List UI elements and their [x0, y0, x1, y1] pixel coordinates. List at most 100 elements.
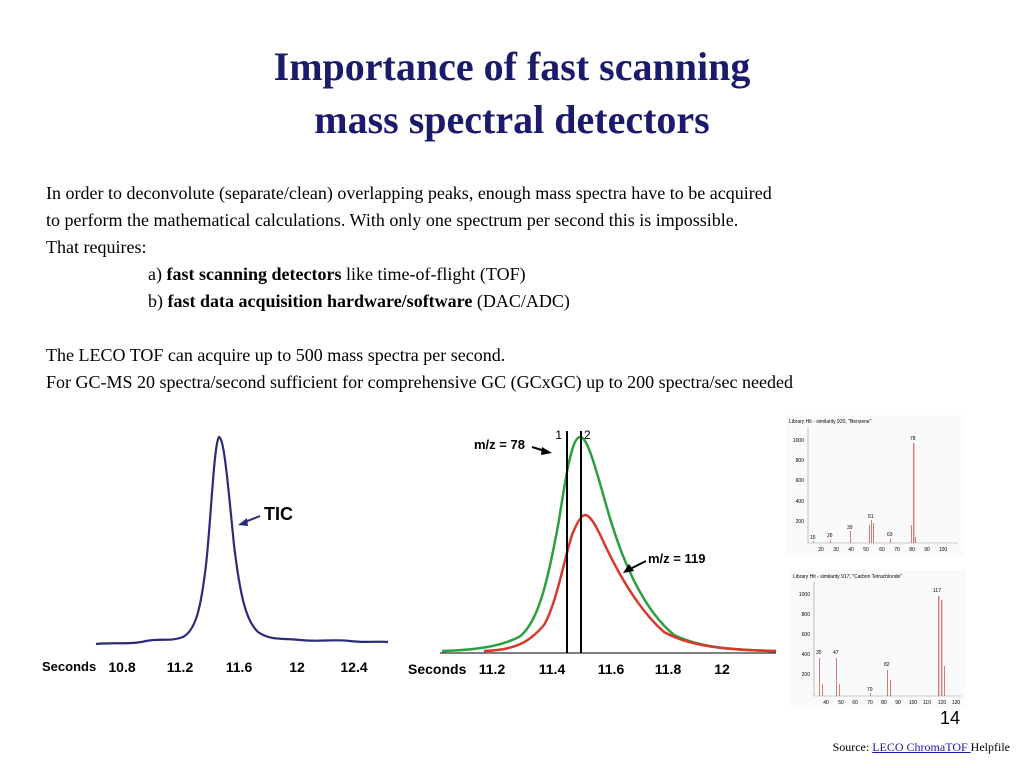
s2-peak-82 — [887, 670, 888, 696]
s1-peaks — [813, 443, 916, 543]
mz119-arrow-head — [623, 564, 634, 573]
source-suffix: Helpfile — [970, 740, 1010, 754]
source-prefix: Source: — [832, 740, 873, 754]
s2-peak-47 — [836, 658, 837, 696]
s2-xtick-1: 50 — [838, 700, 844, 706]
mz119-arrow-line — [629, 560, 647, 570]
s2-xtick-7: 110 — [923, 700, 931, 706]
s1-ytick-1: 800 — [796, 458, 805, 464]
spectrum1-header: Library Hit - similarity 920, "Benzene" — [789, 419, 872, 425]
para1-line3: That requires: — [46, 237, 147, 257]
slide-title: Importance of fast scanning mass spectra… — [0, 40, 1024, 146]
para2-line1: The LECO TOF can acquire up to 500 mass … — [46, 345, 506, 365]
tic-curve — [95, 435, 389, 646]
s1-ytick-3: 400 — [796, 499, 805, 505]
item-b-rest: (DAC/ADC) — [472, 291, 570, 311]
s2-xtick-2: 60 — [852, 700, 858, 706]
spectrum-benzene: Library Hit - similarity 920, "Benzene" … — [786, 415, 964, 555]
s1-peak-78 — [913, 443, 915, 543]
s1-xtick-1: 30 — [833, 547, 839, 553]
page-number: 14 — [940, 708, 961, 728]
s2-xtick-9: 130 — [952, 700, 961, 706]
s1-peak-15 — [813, 541, 814, 543]
spectrum2-header: Library Hit - similarity 917, "Carbon Te… — [793, 574, 902, 580]
s2-peak-119 — [941, 600, 943, 696]
spectrum-ccl4: Library Hit - similarity 917, "Carbon Te… — [790, 570, 966, 708]
tic-arrow-head — [238, 518, 248, 526]
marker-1-label: 1 — [555, 428, 562, 442]
item-a-rest: like time-of-flight (TOF) — [341, 264, 526, 284]
item-b-bold: fast data acquisition hardware/software — [167, 291, 473, 311]
s1-xtick-8: 100 — [939, 547, 948, 553]
mz78-curve — [441, 435, 777, 653]
s2-label-3: 82 — [884, 662, 890, 668]
source-link[interactable]: LECO ChromaTOF — [872, 740, 971, 754]
s1-xtick-3: 50 — [863, 547, 869, 553]
s2-label-1: 47 — [833, 650, 839, 656]
s1-ytick-0: 1000 — [793, 438, 804, 444]
s1-peak-63 — [890, 539, 891, 543]
s1-xtick-4: 60 — [879, 547, 885, 553]
s2-xtick-0: 40 — [823, 700, 829, 706]
s1-peak-51 — [871, 520, 872, 543]
item-a-bold: fast scanning detectors — [166, 264, 342, 284]
tic-annotation: TIC — [264, 504, 293, 524]
s1-peak-50 — [869, 525, 870, 543]
s2-peak-49 — [839, 684, 840, 696]
s1-xtick-6: 80 — [909, 547, 915, 553]
s1-xtick-0: 20 — [818, 547, 824, 553]
s2-xtick-6: 100 — [909, 700, 918, 706]
s1-xtick-5: 70 — [894, 547, 900, 553]
mz78-arrow-head — [541, 447, 552, 455]
overlap-tick-4: 12 — [714, 661, 730, 677]
tic-arrow-line — [244, 515, 261, 523]
s2-peak-121 — [944, 666, 945, 696]
para2-line2: For GC-MS 20 spectra/second sufficient f… — [46, 372, 793, 392]
s1-peak-26 — [830, 540, 831, 543]
para1-line1: In order to deconvolute (separate/clean)… — [46, 183, 772, 203]
item-b: b) fast data acquisition hardware/softwa… — [46, 288, 1006, 315]
s2-peak-84 — [890, 680, 891, 696]
s2-ytick-0: 1000 — [799, 592, 810, 598]
s2-peak-37 — [822, 684, 823, 696]
s2-ytick-2: 600 — [802, 632, 811, 638]
s2-xtick-8: 120 — [938, 700, 947, 706]
tic-tick-4: 12.4 — [340, 659, 367, 675]
tic-tick-2: 11.6 — [226, 659, 253, 675]
source-citation: Source: LECO ChromaTOF Helpfile — [833, 740, 1010, 755]
s1-label-1: 26 — [827, 533, 833, 539]
marker-2-label: 2 — [584, 428, 591, 442]
tic-tick-3: 12 — [289, 659, 305, 675]
s1-ytick-4: 200 — [796, 519, 805, 525]
s1-peak-77 — [911, 525, 912, 543]
para1-line2: to perform the mathematical calculations… — [46, 210, 739, 230]
paragraph-gap — [46, 315, 1006, 342]
s1-peak-79 — [915, 537, 916, 543]
s2-label-2: 70 — [867, 687, 873, 693]
s2-peak-117 — [938, 596, 940, 696]
s2-xtick-4: 80 — [881, 700, 887, 706]
overlap-axis-label: Seconds — [408, 661, 467, 677]
tic-axis-label: Seconds — [42, 659, 96, 674]
tic-tick-1: 11.2 — [167, 659, 194, 675]
s2-ytick-3: 400 — [802, 652, 811, 658]
s1-xtick-7: 90 — [924, 547, 930, 553]
s1-label-0: 15 — [810, 535, 816, 541]
s2-ytick-1: 800 — [802, 612, 811, 618]
overlap-figure: 1 2 m/z = 78 m/z = 119 Seconds 11.2 11.4… — [408, 428, 777, 677]
s1-label-4: 63 — [887, 532, 893, 538]
s2-label-0: 35 — [816, 650, 822, 656]
s1-peak-52 — [873, 523, 874, 543]
tic-figure: TIC Seconds 10.8 11.2 11.6 12 12.4 — [42, 435, 389, 675]
title-line-1: Importance of fast scanning — [273, 44, 751, 89]
s2-peak-35 — [819, 658, 820, 696]
overlap-tick-0: 11.2 — [479, 661, 506, 677]
mz78-label: m/z = 78 — [474, 437, 525, 452]
overlap-tick-2: 11.6 — [598, 661, 625, 677]
s2-xtick-3: 70 — [867, 700, 873, 706]
slide-body: In order to deconvolute (separate/clean)… — [46, 180, 1006, 396]
s1-label-3: 51 — [868, 514, 874, 520]
s2-peaks — [819, 596, 945, 696]
s2-peak-70 — [870, 693, 871, 696]
s2-ytick-4: 200 — [802, 672, 811, 678]
